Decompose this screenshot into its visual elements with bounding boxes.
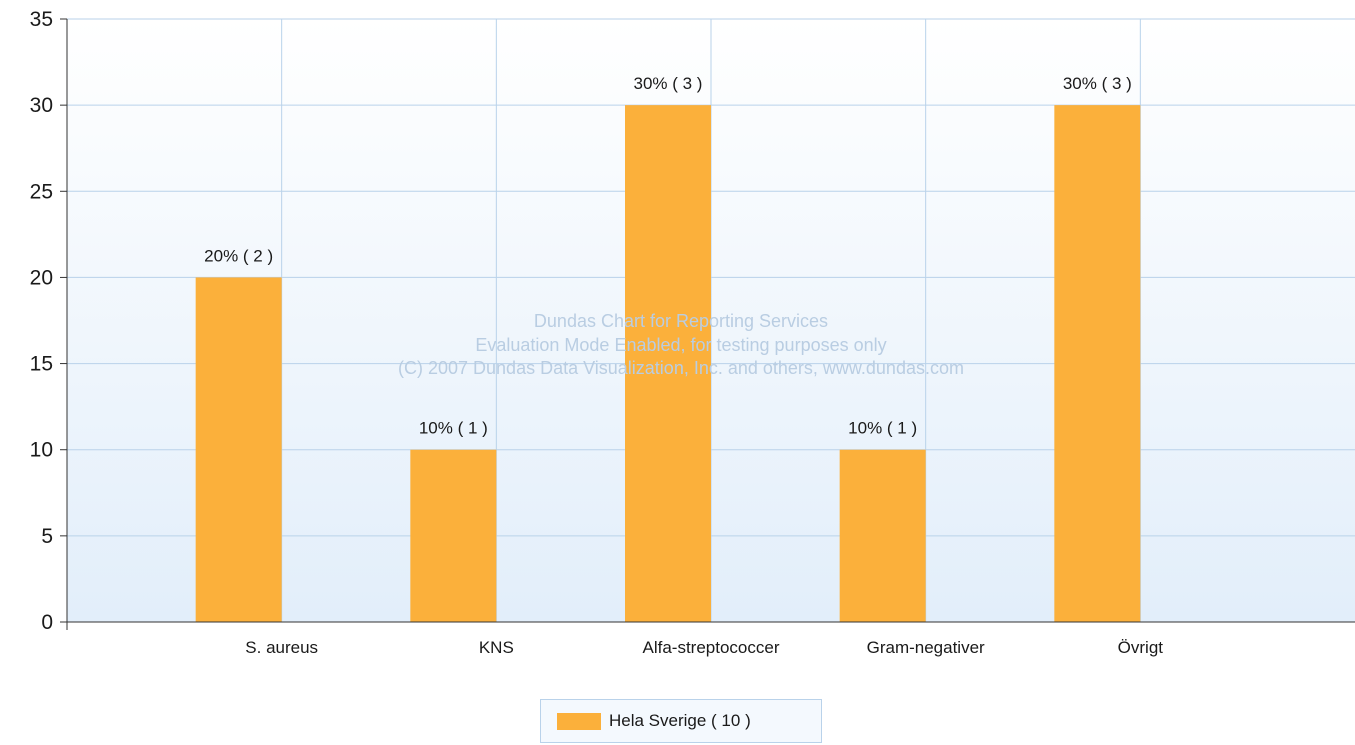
legend-swatch bbox=[557, 712, 601, 730]
legend: Hela Sverige ( 10 ) bbox=[540, 699, 822, 743]
bar bbox=[839, 449, 926, 622]
bar bbox=[625, 105, 711, 622]
data-label: 20% ( 2 ) bbox=[204, 246, 273, 265]
category-label: S. aureus bbox=[245, 638, 318, 657]
watermark-line: Evaluation Mode Enabled, for testing pur… bbox=[475, 335, 886, 355]
watermark-line: (C) 2007 Dundas Data Visualization, Inc.… bbox=[398, 358, 964, 378]
y-tick-label: 10 bbox=[30, 439, 53, 462]
bar bbox=[195, 277, 282, 622]
bar bbox=[410, 449, 497, 622]
watermark-line: Dundas Chart for Reporting Services bbox=[534, 311, 828, 331]
labels: 0 5 10 15 20 25 30 35 20% ( 2 ) S. aureus 10% ( 1 … bbox=[30, 8, 1164, 657]
y-tick-label: 25 bbox=[30, 180, 53, 203]
data-label: 30% ( 3 ) bbox=[634, 74, 703, 93]
category-label: KNS bbox=[479, 638, 514, 657]
axes bbox=[60, 18, 1355, 630]
category-label: Gram-negativer bbox=[867, 638, 985, 657]
y-tick-label: 35 bbox=[30, 8, 53, 31]
bar bbox=[1054, 105, 1141, 622]
y-tick-label: 20 bbox=[30, 266, 53, 289]
y-tick-label: 30 bbox=[30, 94, 53, 117]
data-label: 10% ( 1 ) bbox=[848, 419, 917, 438]
bars bbox=[195, 105, 1141, 622]
category-label: Övrigt bbox=[1118, 638, 1164, 657]
y-tick-label: 0 bbox=[41, 611, 53, 634]
legend-label: Hela Sverige ( 10 ) bbox=[609, 711, 751, 730]
bar-chart: Dundas Chart for Reporting Services Evalu… bbox=[30, 8, 1355, 657]
watermark: Dundas Chart for Reporting Services Evalu… bbox=[398, 311, 964, 378]
category-label: Alfa-streptococcer bbox=[643, 638, 780, 657]
y-tick-label: 5 bbox=[41, 525, 53, 548]
data-label: 30% ( 3 ) bbox=[1063, 74, 1132, 93]
y-tick-label: 15 bbox=[30, 353, 53, 376]
data-label: 10% ( 1 ) bbox=[419, 419, 488, 438]
